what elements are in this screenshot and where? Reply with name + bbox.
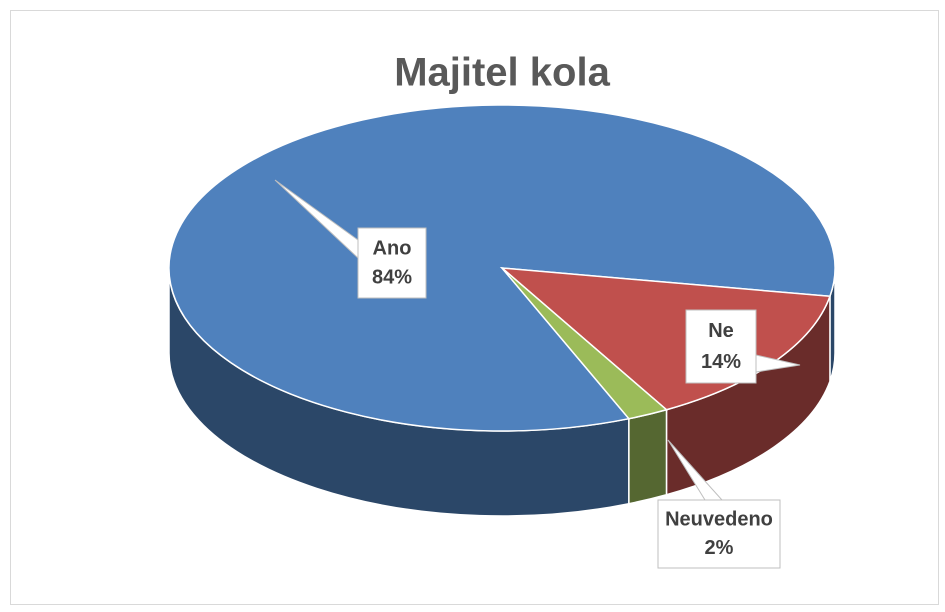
data-label-category: Ano bbox=[373, 237, 412, 259]
data-label-value: 14% bbox=[701, 351, 741, 373]
data-label-value: 2% bbox=[705, 537, 734, 559]
label-box bbox=[357, 227, 427, 299]
slice-side bbox=[628, 408, 668, 505]
data-label-category: Ne bbox=[708, 320, 734, 342]
data-label-value: 84% bbox=[372, 267, 412, 289]
label-box bbox=[657, 499, 781, 569]
data-label-category: Neuvedeno bbox=[665, 509, 773, 531]
label-box bbox=[685, 309, 757, 384]
slice bbox=[501, 267, 669, 420]
chart-title: Majitel kola bbox=[394, 51, 610, 95]
